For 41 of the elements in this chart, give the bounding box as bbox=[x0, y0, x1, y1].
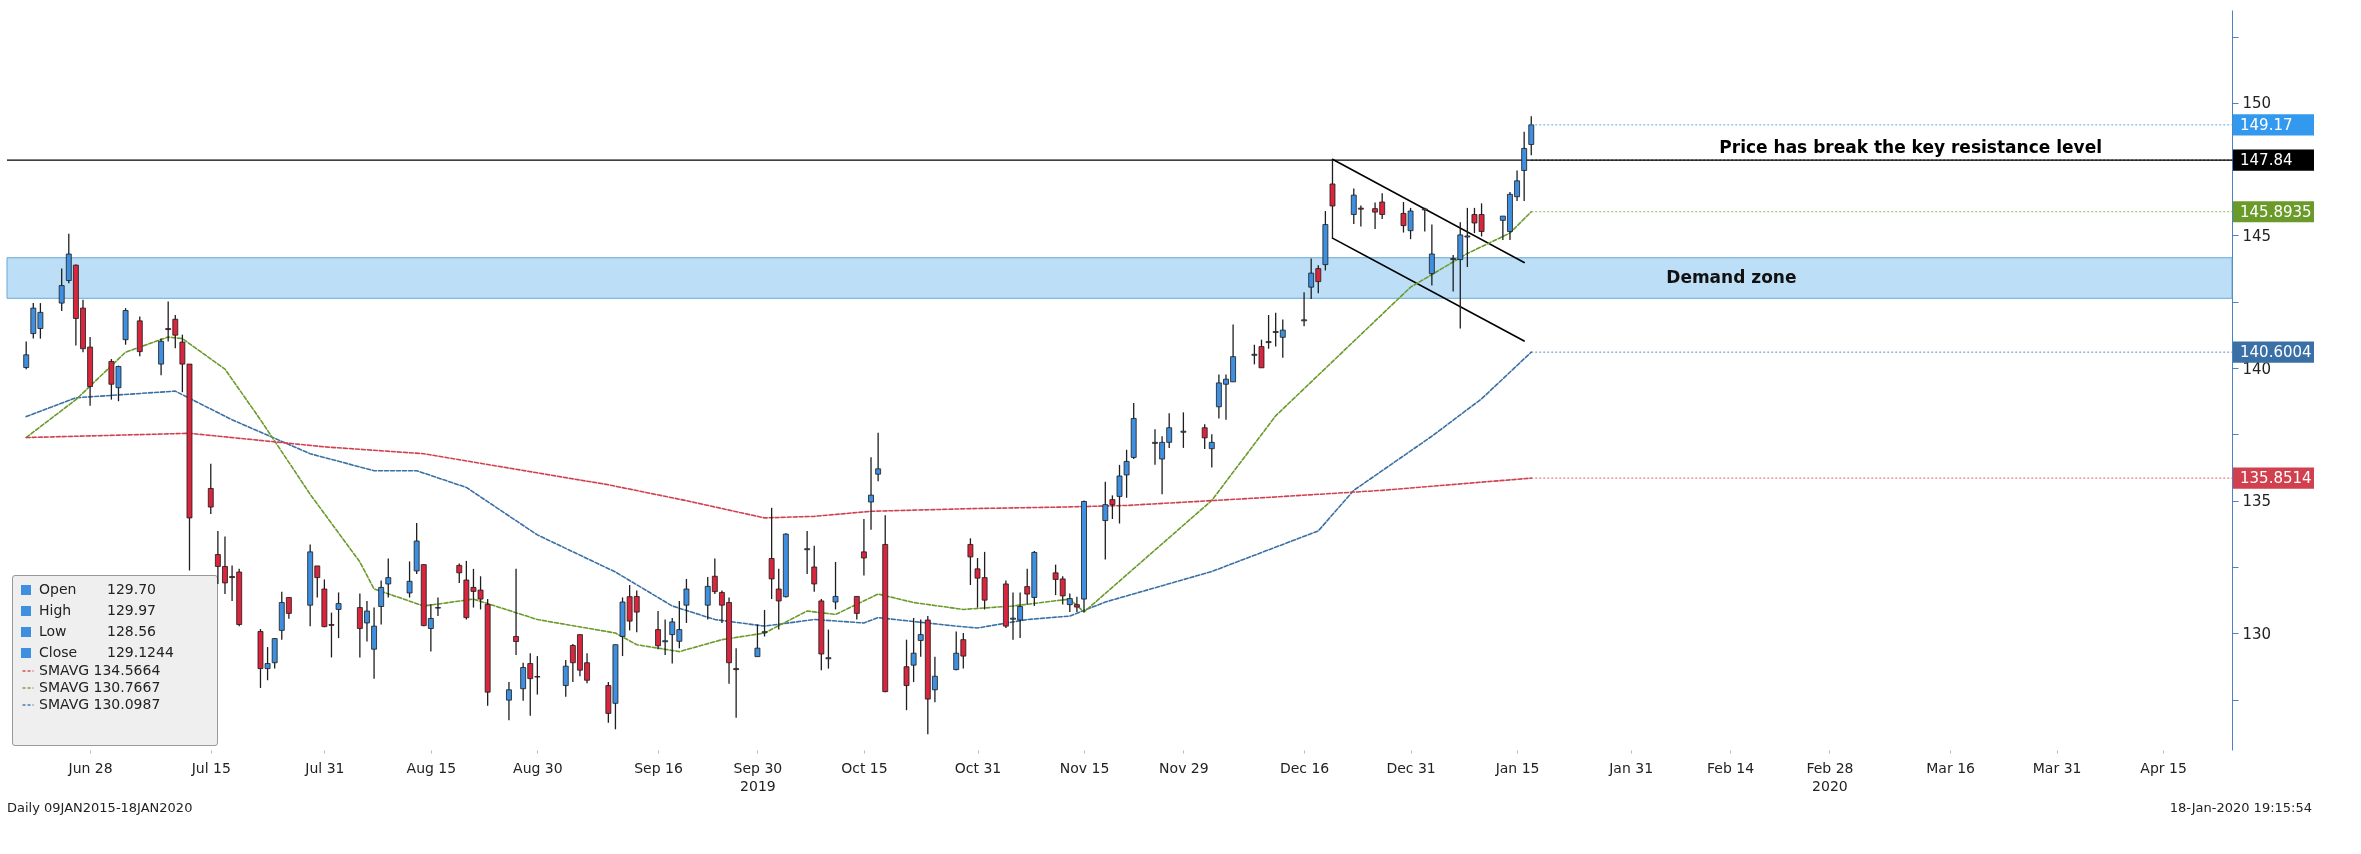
x-tick-label: Jan 31 bbox=[1608, 759, 1654, 776]
x-tick-label: Feb 14 bbox=[1707, 759, 1755, 776]
ref-line-label: Price has break the key resistance level bbox=[1719, 137, 2102, 158]
x-tick-label: Jan 15 bbox=[1494, 759, 1540, 776]
annotation: 149.17 bbox=[2240, 115, 2293, 134]
y-tick-label: 130 bbox=[2242, 624, 2272, 643]
y-tick-label: 135 bbox=[2242, 492, 2272, 511]
annotation: 147.84 bbox=[2240, 151, 2293, 170]
annotation: 145.8935 bbox=[2240, 202, 2312, 221]
y-tick-label: 145 bbox=[2242, 226, 2272, 245]
x-tick-label: Nov 29 bbox=[1159, 759, 1209, 776]
x-tick-label: Sep 30 2019 bbox=[733, 759, 783, 794]
x-tick-label: Aug 15 bbox=[406, 759, 457, 776]
legend-label: SMAVG 130.7667 bbox=[39, 679, 161, 695]
x-tick-label: Feb 28 2020 bbox=[1806, 759, 1854, 794]
x-tick-label: Dec 16 bbox=[1279, 759, 1330, 776]
x-tick-label: Jul 31 bbox=[304, 759, 345, 776]
y-tick-label: 140 bbox=[2242, 359, 2272, 378]
x-tick-label: Mar 31 bbox=[2032, 759, 2082, 776]
x-tick-label: Nov 15 bbox=[1059, 759, 1110, 776]
band-label: Demand zone bbox=[1666, 267, 1797, 288]
text: Close 129.1244 bbox=[39, 644, 174, 660]
x-tick-label: Oct 31 bbox=[954, 759, 1002, 776]
x-tick-label: Sep 16 bbox=[634, 759, 683, 776]
text: Daily 09JAN2015-18JAN2020 bbox=[7, 800, 193, 815]
text: Low 128.56 bbox=[39, 623, 156, 639]
annotation: 140.6004 bbox=[2240, 343, 2312, 362]
legend-label: SMAVG 130.0987 bbox=[39, 696, 161, 712]
x-tick-label: Aug 30 bbox=[513, 759, 563, 776]
annotation: 135.8514 bbox=[2240, 469, 2312, 488]
x-tick-label: Oct 15 bbox=[841, 759, 888, 776]
text: High 129.97 bbox=[39, 602, 156, 618]
y-tick-label: 150 bbox=[2242, 94, 2272, 113]
text: 18-Jan-2020 19:15:54 bbox=[2169, 800, 2312, 815]
x-tick-label: Apr 15 bbox=[2140, 759, 2187, 776]
x-tick-label: Jun 28 bbox=[67, 759, 113, 776]
text: Open 129.70 bbox=[39, 581, 156, 597]
x-tick-label: Dec 31 bbox=[1386, 759, 1436, 776]
x-tick-label: Mar 16 bbox=[1926, 759, 1976, 776]
legend-label: SMAVG 134.5664 bbox=[39, 662, 161, 678]
x-tick-label: Jul 15 bbox=[190, 759, 231, 776]
